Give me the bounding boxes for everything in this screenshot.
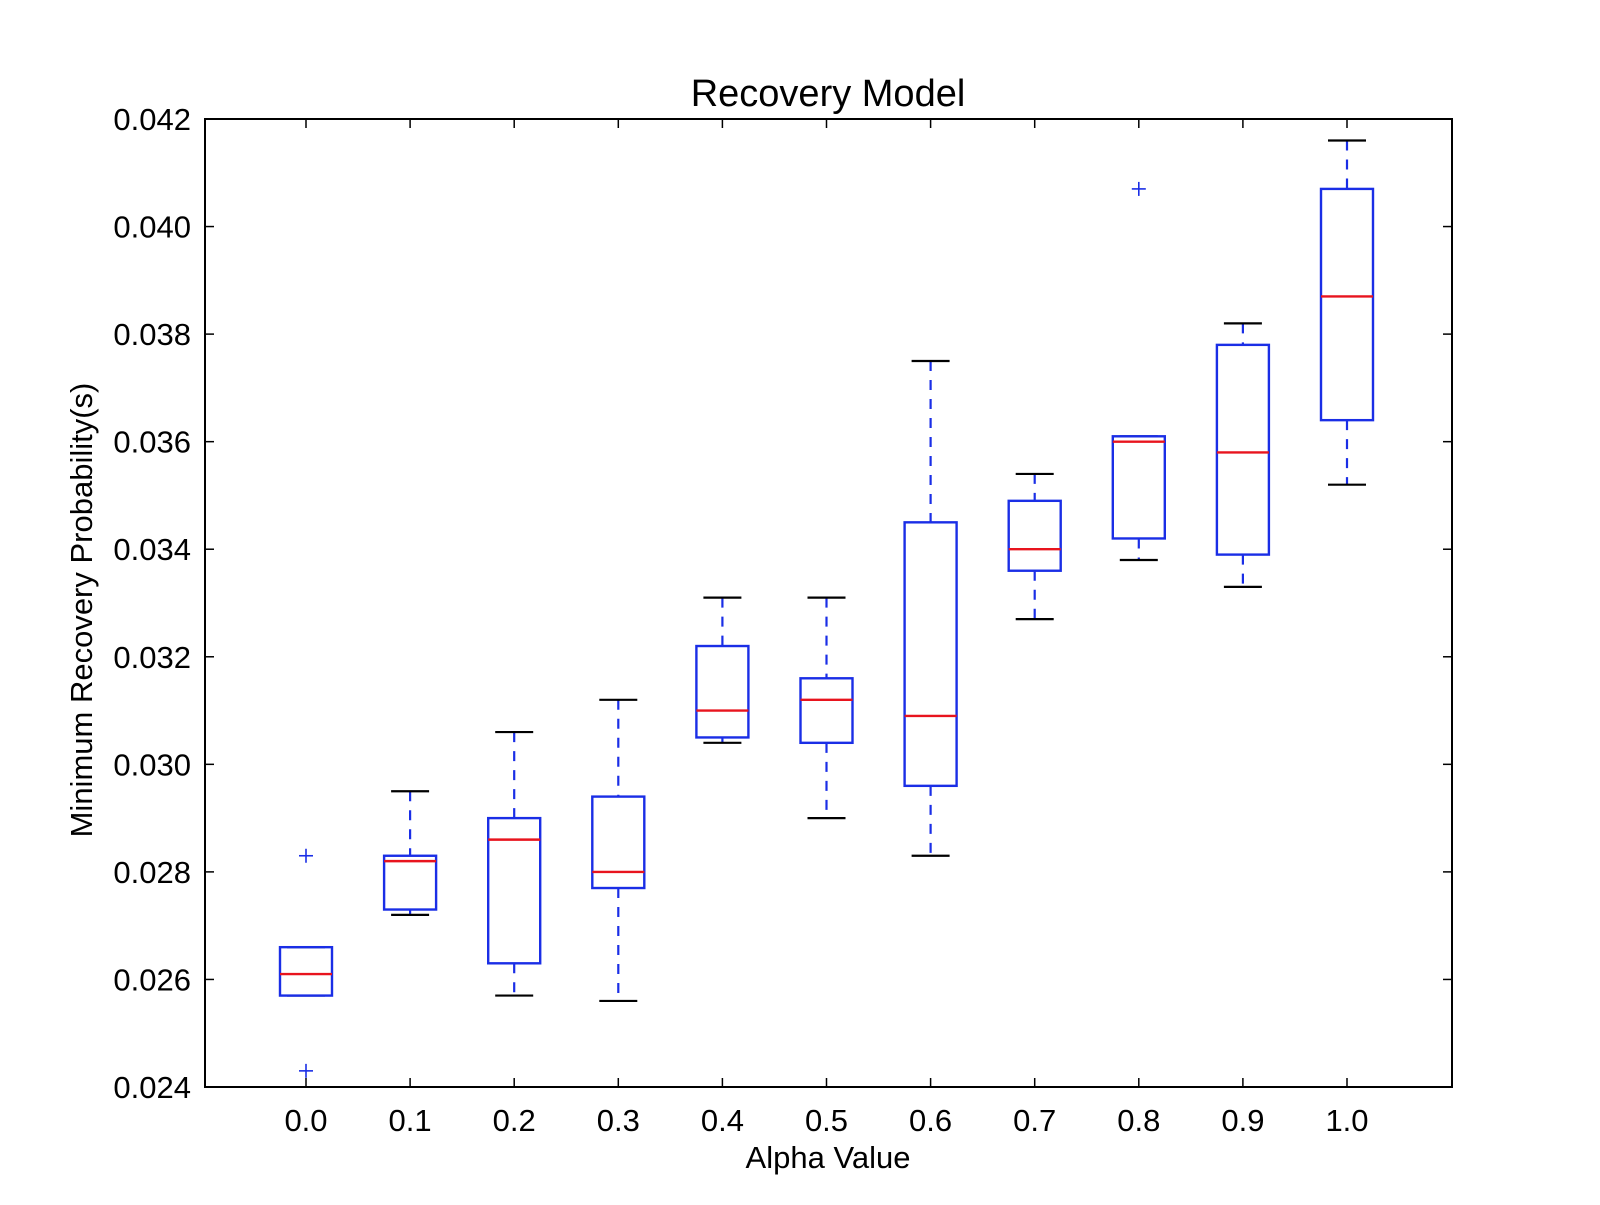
box <box>382 854 438 911</box>
x-tick-label: 0.5 <box>805 1103 848 1138</box>
box <box>278 945 334 997</box>
y-tick-label: 0.030 <box>113 747 191 782</box>
x-axis-label: Alpha Value <box>746 1140 911 1175</box>
y-tick-label: 0.026 <box>113 962 191 997</box>
x-tick-label: 0.0 <box>284 1103 327 1138</box>
y-axis-label: Minimum Recovery Probability(s) <box>64 383 99 838</box>
box <box>903 521 958 788</box>
y-tick-label: 0.036 <box>113 425 191 460</box>
y-tick-label: 0.038 <box>113 317 191 352</box>
x-tick-label: 0.2 <box>493 1103 536 1138</box>
x-tick-label: 0.7 <box>1013 1103 1056 1138</box>
y-tick-label: 0.034 <box>113 532 191 567</box>
y-tick-label: 0.032 <box>113 640 191 675</box>
box <box>591 795 646 890</box>
box <box>1319 187 1375 422</box>
box <box>1215 343 1271 556</box>
outlier-marker <box>299 1063 313 1078</box>
box <box>487 816 542 965</box>
axes-frame <box>204 118 1453 1088</box>
x-tick-label: 0.1 <box>389 1103 432 1138</box>
x-tick-label: 0.3 <box>597 1103 640 1138</box>
x-tick-label: 0.8 <box>1117 1103 1160 1138</box>
plot-area: 0.024 0.026 0.028 0.030 0.032 0.034 0.036 0.038… <box>113 102 1453 1138</box>
box <box>799 677 854 745</box>
y-tick-label: 0.042 <box>113 102 191 137</box>
y-tick-label: 0.040 <box>113 210 191 245</box>
y-tick-label: 0.024 <box>113 1070 191 1105</box>
x-tick-label: 0.9 <box>1221 1103 1264 1138</box>
outlier-marker <box>1131 181 1146 196</box>
box <box>695 644 750 739</box>
outlier-marker <box>299 848 313 863</box>
x-tick-label: 0.4 <box>701 1103 744 1138</box>
x-tick-label: 1.0 <box>1325 1103 1368 1138</box>
x-tick-label: 0.6 <box>909 1103 952 1138</box>
box <box>1007 499 1062 572</box>
box <box>1111 435 1167 540</box>
chart-title: Recovery Model <box>691 73 966 115</box>
y-tick-label: 0.028 <box>113 855 191 890</box>
